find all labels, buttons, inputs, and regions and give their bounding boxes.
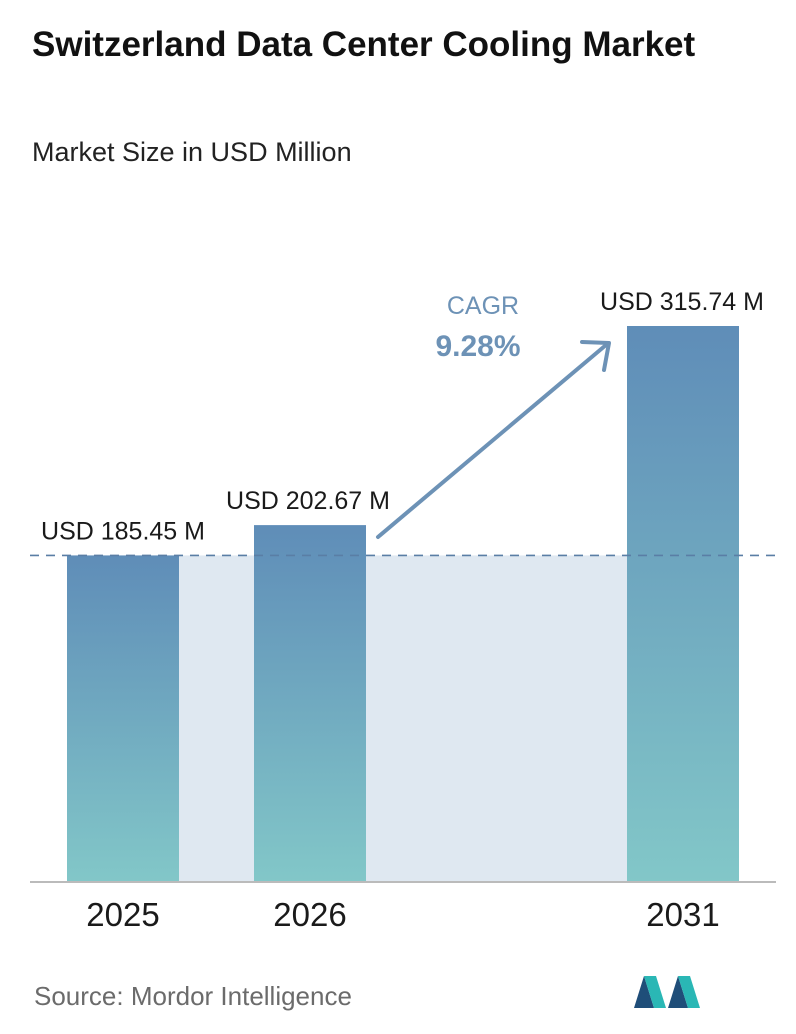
chart-subtitle: Market Size in USD Million — [32, 137, 352, 167]
bar-2031 — [627, 326, 739, 882]
x-tick-label-2025: 2025 — [86, 896, 159, 933]
bar-2026 — [254, 525, 366, 882]
x-tick-label-2026: 2026 — [273, 896, 346, 933]
cagr-arrow — [376, 343, 608, 539]
bar-chart: USD 185.45 M USD 202.67 M USD 315.74 M 2025… — [30, 288, 776, 933]
value-label-2025: USD 185.45 M — [41, 517, 205, 545]
value-label-2031: USD 315.74 M — [600, 288, 764, 316]
cagr-value: 9.28% — [435, 330, 520, 363]
x-tick-label-2031: 2031 — [646, 896, 719, 933]
value-label-2026: USD 202.67 M — [226, 487, 390, 515]
chart-title: Switzerland Data Center Cooling Market — [32, 25, 696, 64]
cagr-label: CAGR — [447, 292, 519, 320]
bar-2025 — [67, 555, 179, 882]
cagr-arrow-head — [580, 340, 611, 372]
source-note: Source: Mordor Intelligence — [34, 981, 352, 1011]
mordor-intelligence-logo-icon — [634, 976, 700, 1008]
